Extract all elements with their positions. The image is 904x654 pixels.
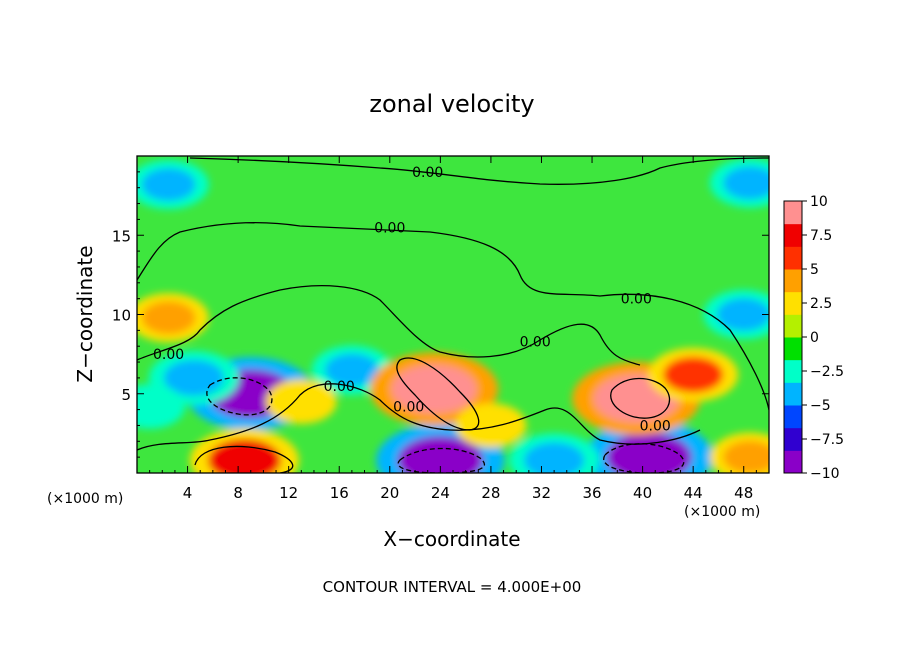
contour-positive-23 (396, 357, 480, 431)
colorbar-swatch-11 (784, 201, 802, 225)
x-tick-label-8: 36 (582, 484, 601, 502)
y-tick-label-2: 15 (112, 227, 131, 245)
field-blobs (137, 158, 769, 473)
zero-contour-top (189, 157, 769, 185)
field-core-3 (397, 435, 484, 473)
x-tick-label-2: 12 (279, 484, 298, 502)
colorbar-tick-label-3: 2.5 (810, 296, 832, 312)
colorbar-tick-label-6: −5 (810, 398, 831, 414)
x-tick-label-4: 20 (380, 484, 399, 502)
x-unit-right: (×1000 m) (684, 504, 760, 520)
contour-negative-8 (206, 377, 273, 416)
contour-label-3: 0.00 (324, 379, 355, 395)
colorbar-swatch-8 (784, 269, 802, 293)
zero-contour-upper (137, 222, 769, 411)
contour-lines (137, 157, 769, 473)
field-core-17 (467, 410, 515, 441)
y-tick-label-0: 5 (121, 386, 131, 404)
contour-label-5: 0.00 (520, 334, 551, 350)
contour-negative-40 (603, 443, 685, 473)
colorbar-tick-label-0: 10 (810, 194, 828, 210)
colorbar-tick-label-2: 5 (810, 262, 819, 278)
x-unit-left: (×1000 m) (47, 491, 123, 507)
x-tick-label-1: 8 (233, 484, 243, 502)
x-tick-label-3: 16 (330, 484, 349, 502)
field-core-8 (716, 298, 769, 331)
x-ticks: 4 8 12 16 20 24 28 32 36 40 44 48 (149, 156, 757, 502)
colorbar-tick-label-1: 7.5 (810, 228, 832, 244)
field-core-7 (723, 166, 769, 200)
colorbar: 10 7.5 5 2.5 0 −2.5 −5 −7.5 −10 (783, 194, 844, 482)
contour-positive-39 (610, 377, 671, 419)
contour-label-0: 0.00 (412, 165, 443, 181)
x-tick-label-0: 4 (183, 484, 193, 502)
colorbar-tick-label-7: −7.5 (810, 432, 844, 448)
contour-label-2: 0.00 (153, 347, 184, 363)
contour-positive-8 (194, 445, 294, 473)
contour-interval-note: CONTOUR INTERVAL = 4.000E+00 (323, 578, 582, 596)
y-axis-label: Z−coordinate (73, 245, 97, 382)
field-core-4 (606, 432, 692, 473)
x-tick-label-10: 44 (684, 484, 703, 502)
field-core-5 (524, 442, 585, 473)
field-core-13 (663, 356, 724, 393)
colorbar-tick-label-4: 0 (810, 330, 819, 346)
x-tick-label-7: 32 (532, 484, 551, 502)
x-tick-label-5: 24 (431, 484, 450, 502)
colorbar-swatch-5 (784, 337, 802, 361)
colorbar-swatch-9 (784, 246, 802, 270)
x-axis-label: X−coordinate (383, 527, 520, 551)
colorbar-tick-label-8: −10 (810, 466, 840, 482)
contour-label-4: 0.00 (393, 399, 424, 415)
colorbar-swatch-3 (784, 382, 802, 406)
colorbar-swatch-0 (784, 450, 802, 474)
field-core-14 (141, 301, 196, 335)
colorbar-swatch-4 (784, 359, 802, 383)
contour-label-6: 0.00 (621, 292, 652, 308)
field-core-10 (391, 364, 477, 414)
x-tick-label-9: 40 (633, 484, 652, 502)
colorbar-ticks: 10 7.5 5 2.5 0 −2.5 −5 −7.5 −10 (802, 194, 844, 482)
field-core-2 (325, 353, 379, 387)
x-tick-label-11: 48 (734, 484, 753, 502)
colorbar-swatch-1 (784, 427, 802, 451)
contour-label-7: 0.00 (640, 418, 671, 434)
field-core-6 (141, 168, 196, 201)
colorbar-swatch-2 (784, 405, 802, 429)
x-tick-label-6: 28 (481, 484, 500, 502)
field-core-16 (723, 440, 769, 473)
zero-contour-lower (137, 383, 701, 451)
plot-area: 0.00 0.00 0.00 0.00 0.00 0.00 0.00 0.00 (137, 156, 769, 473)
colorbar-tick-label-5: −2.5 (810, 364, 844, 380)
chart-title: zonal velocity (369, 90, 534, 118)
y-tick-label-1: 10 (112, 307, 131, 325)
contour-negative-24 (397, 447, 486, 473)
field-core-9 (137, 391, 174, 422)
contour-labels: 0.00 0.00 0.00 0.00 0.00 0.00 0.00 0.00 (153, 165, 671, 435)
colorbar-swatch-7 (784, 291, 802, 315)
contour-label-1: 0.00 (374, 220, 405, 236)
field-core-15 (277, 386, 325, 417)
zero-contour-middle (137, 285, 641, 366)
y-ticks: 5 10 15 (112, 171, 769, 458)
colorbar-swatch-6 (784, 314, 802, 338)
colorbar-swatches (784, 201, 802, 474)
field-core-12 (208, 439, 281, 473)
colorbar-swatch-10 (784, 223, 802, 247)
